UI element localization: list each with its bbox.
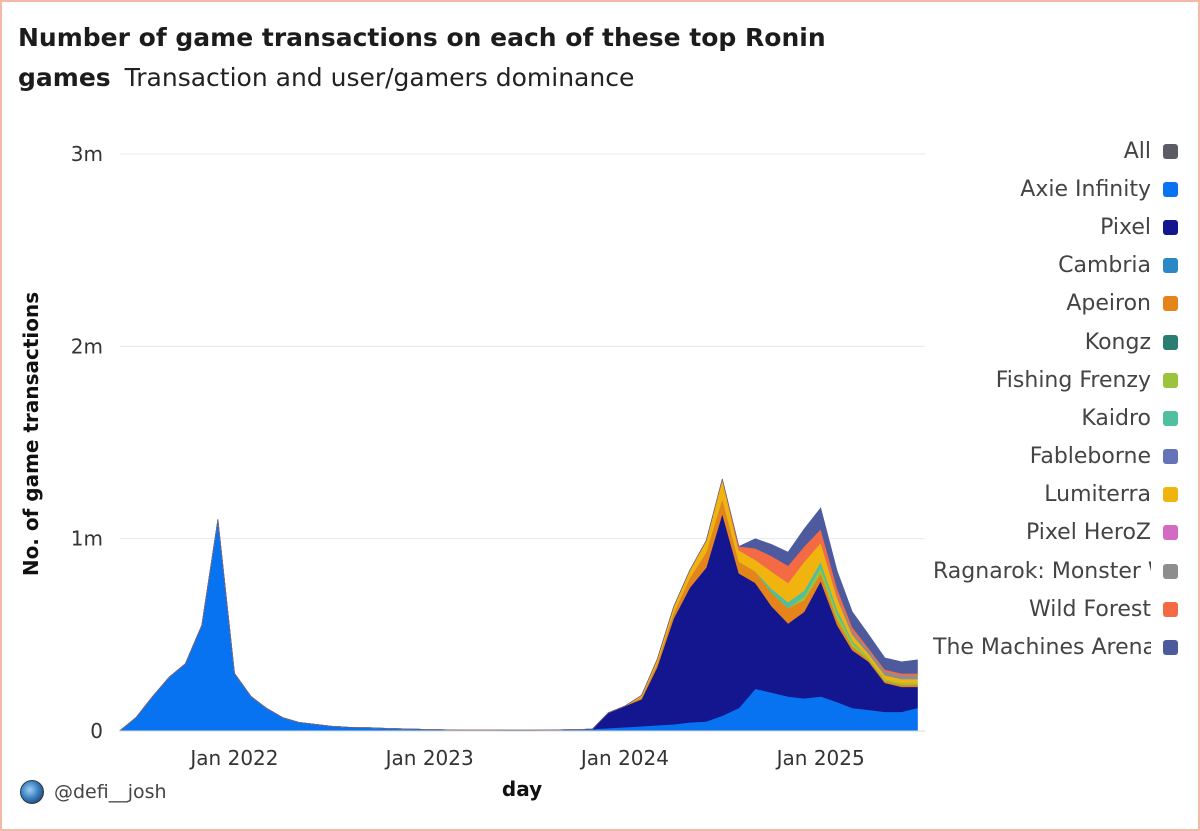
legend-swatch xyxy=(1163,372,1178,388)
legend-item[interactable]: Kaidro xyxy=(898,399,1178,437)
legend-label: Lumiterra xyxy=(1044,482,1151,508)
chart-header: Number of game transactions on each of t… xyxy=(18,18,1078,98)
x-axis-title: day xyxy=(502,777,542,801)
legend-label: Kaidro xyxy=(1081,405,1151,431)
y-axis-title: No. of game transactions xyxy=(19,292,43,576)
legend-item[interactable]: Cambria xyxy=(898,247,1178,285)
legend-label: The Machines Arena xyxy=(933,635,1151,661)
legend-label: Ragnarok: Monster World xyxy=(933,558,1151,584)
legend-label: Fableborne xyxy=(1029,444,1151,470)
legend-swatch xyxy=(1163,525,1178,541)
legend-swatch xyxy=(1163,410,1178,426)
x-tick-label: Jan 2022 xyxy=(188,746,278,770)
legend-label: Axie Infinity xyxy=(1020,176,1151,202)
legend-label: Pixel xyxy=(1100,214,1151,240)
area-series xyxy=(119,478,918,732)
legend-item[interactable]: Apeiron xyxy=(898,285,1178,323)
legend-label: Pixel HeroZ xyxy=(1025,520,1151,546)
legend-item[interactable]: Axie Infinity xyxy=(898,170,1178,208)
legend-item[interactable]: Pixel HeroZ xyxy=(898,514,1178,552)
legend-item[interactable]: The Machines Arena xyxy=(898,628,1178,666)
x-tick-label: Jan 2023 xyxy=(384,746,474,770)
legend-swatch xyxy=(1163,601,1178,617)
legend-label: Kongz xyxy=(1084,329,1151,355)
chart-legend: All Axie Infinity Pixel Cambria Apeiron Kongz… xyxy=(898,132,1178,667)
author-handle: @defi__josh xyxy=(54,781,167,803)
chart-title: Number of game transactions on each of t… xyxy=(18,23,826,92)
legend-swatch xyxy=(1163,563,1178,579)
legend-swatch xyxy=(1163,449,1178,465)
legend-swatch xyxy=(1163,296,1178,312)
area-the-machines-arena xyxy=(119,478,918,731)
legend-item[interactable]: Wild Forest xyxy=(898,590,1178,628)
legend-label: Cambria xyxy=(1058,253,1151,279)
legend-label: All xyxy=(1123,138,1151,164)
x-axis: Jan 2022 Jan 2023 Jan 2024 Jan 2025 xyxy=(188,746,864,770)
legend-item[interactable]: Lumiterra xyxy=(898,476,1178,514)
y-axis: 0 1m 2m 3m xyxy=(71,142,103,743)
globe-avatar-icon xyxy=(20,780,44,804)
author-credit: @defi__josh xyxy=(20,780,167,804)
y-tick-label: 3m xyxy=(71,142,103,166)
legend-swatch xyxy=(1163,258,1178,274)
legend-label: Apeiron xyxy=(1066,291,1151,317)
x-tick-label: Jan 2025 xyxy=(775,746,865,770)
chart-subtitle: Transaction and user/gamers dominance xyxy=(124,63,635,92)
legend-swatch xyxy=(1163,181,1178,197)
legend-item[interactable]: Pixel xyxy=(898,208,1178,246)
y-tick-label: 2m xyxy=(71,334,103,358)
legend-item[interactable]: Ragnarok: Monster World xyxy=(898,552,1178,590)
y-tick-label: 1m xyxy=(71,527,103,551)
legend-item[interactable]: Fableborne xyxy=(898,438,1178,476)
y-tick-label: 0 xyxy=(90,719,103,743)
legend-label: Wild Forest xyxy=(1029,596,1151,622)
legend-swatch xyxy=(1163,487,1178,503)
legend-swatch xyxy=(1163,640,1178,656)
legend-item[interactable]: All xyxy=(898,132,1178,170)
grid-lines xyxy=(120,153,925,540)
legend-swatch xyxy=(1163,334,1178,350)
x-tick-label: Jan 2024 xyxy=(579,746,669,770)
legend-item[interactable]: Fishing Frenzy xyxy=(898,361,1178,399)
legend-label: Fishing Frenzy xyxy=(995,367,1151,393)
legend-swatch xyxy=(1163,143,1178,159)
legend-swatch xyxy=(1163,219,1178,235)
legend-item[interactable]: Kongz xyxy=(898,323,1178,361)
